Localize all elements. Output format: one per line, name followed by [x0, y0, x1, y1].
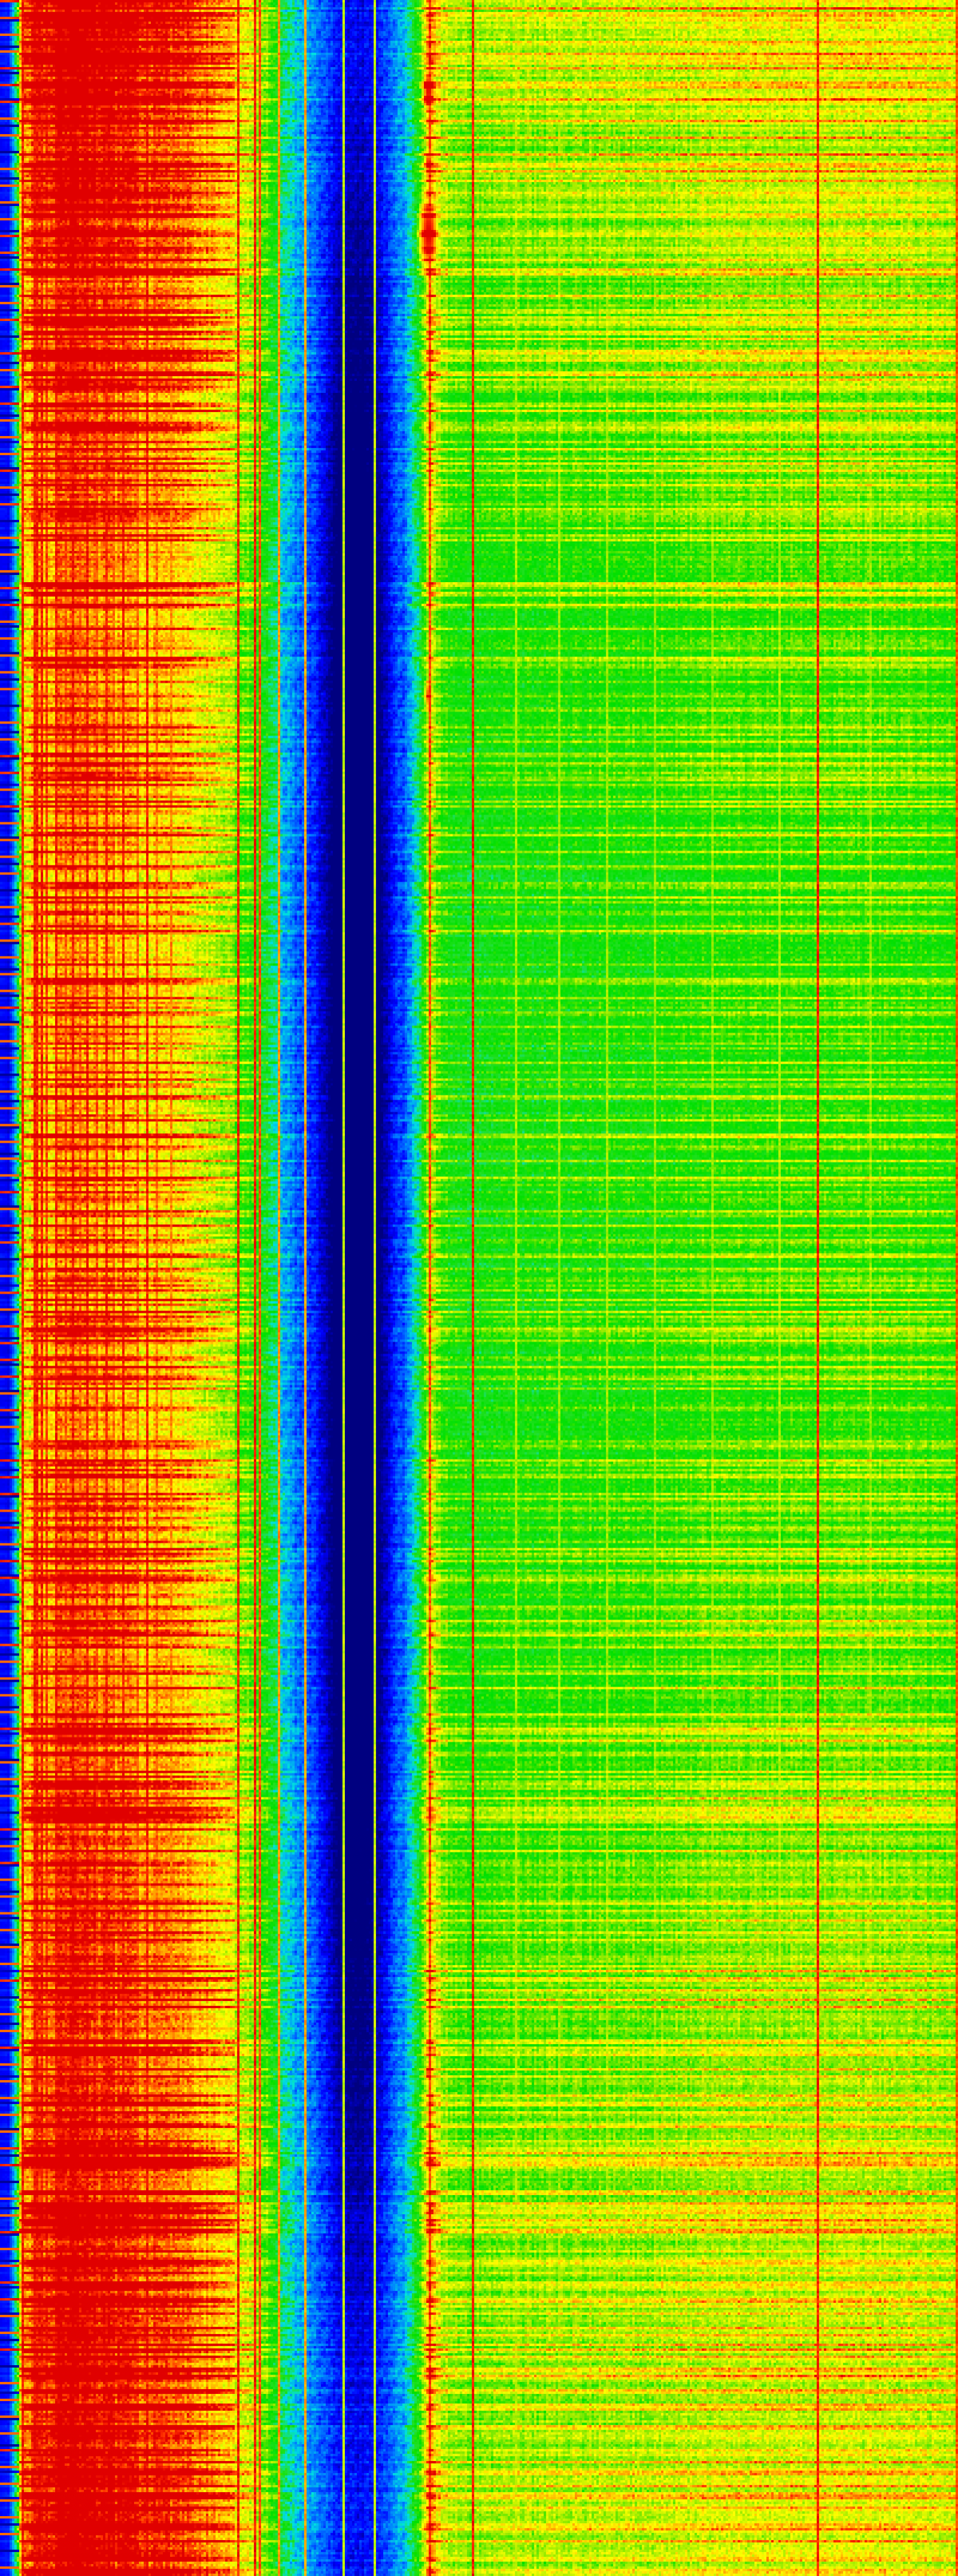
heatmap-canvas	[0, 0, 958, 2576]
heatmap-figure: jet	[0, 0, 958, 2576]
